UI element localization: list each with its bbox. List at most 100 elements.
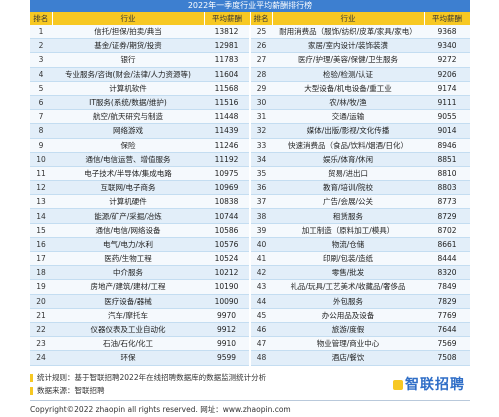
- salary-cell: 11568: [204, 81, 250, 96]
- industry-cell: 航空/航天研究与制造: [52, 109, 204, 125]
- logo-text: 智联招聘: [405, 377, 465, 393]
- industry-cell: 物业管理/商业中心: [272, 336, 424, 352]
- industry-cell: 广告/会展/公关: [272, 194, 424, 210]
- table-row: 5 计算机软件 11568 29 大型设备/机电设备/重工业 9174: [30, 81, 470, 96]
- industry-cell: 银行: [52, 52, 204, 68]
- salary-cell: 10975: [204, 166, 250, 182]
- table-row: 10 通信/电信运营、增值服务 11192 34 娱乐/体育/休闲 8851: [30, 152, 470, 167]
- industry-cell: 医药/生物工程: [52, 251, 204, 267]
- salary-cell: 8661: [424, 237, 470, 253]
- salary-cell: 9970: [204, 308, 250, 323]
- salary-cell: 9340: [424, 38, 470, 54]
- rank-cell: 40: [249, 237, 272, 253]
- salary-cell: 9599: [204, 350, 250, 366]
- industry-cell: 医疗/护理/美容/保健/卫生服务: [272, 52, 424, 68]
- rank-cell: 17: [30, 251, 52, 267]
- zhaopin-logo: 智联招聘: [393, 374, 465, 394]
- salary-cell: 8803: [424, 180, 470, 196]
- industry-cell: 房地产/建筑/建材/工程: [52, 279, 204, 295]
- table-row: 13 计算机硬件 10838 37 广告/会展/公关 8773: [30, 194, 470, 210]
- industry-cell: 旅游/度假: [272, 322, 424, 338]
- industry-cell: 外包服务: [272, 294, 424, 309]
- industry-cell: 计算机硬件: [52, 194, 204, 210]
- industry-cell: 检验/检测/认证: [272, 67, 424, 82]
- industry-cell: 农/林/牧/渔: [272, 95, 424, 111]
- salary-cell: 7829: [424, 294, 470, 309]
- copyright-text: Copyright©2022 zhaopin all rights reserv…: [30, 405, 291, 414]
- industry-cell: 环保: [52, 350, 204, 366]
- table-row: 21 汽车/摩托车 9970 45 办公用品及设备 7769: [30, 308, 470, 323]
- table-row: 1 信托/担保/拍卖/典当 13812 25 耐用消费品（服饰/纺织/皮革/家具/家电）…: [30, 25, 470, 40]
- salary-cell: 11439: [204, 123, 250, 139]
- industry-cell: 汽车/摩托车: [52, 308, 204, 323]
- table-row: 24 环保 9599 48 酒店/餐饮 7508: [30, 350, 470, 366]
- rank-cell: 39: [249, 223, 272, 238]
- logo-mark-icon: [393, 380, 403, 390]
- industry-cell: IT服务(系统/数据/维护): [52, 95, 204, 111]
- rank-cell: 28: [249, 67, 272, 82]
- salary-cell: 9014: [424, 123, 470, 139]
- data-source-note: 数据来源：智联招聘: [30, 385, 105, 396]
- salary-cell: 10190: [204, 279, 250, 295]
- table-row: 8 网络游戏 11439 32 媒体/出版/影视/文化传播 9014: [30, 123, 470, 139]
- industry-cell: 娱乐/体育/休闲: [272, 152, 424, 167]
- industry-cell: 信托/担保/拍卖/典当: [52, 25, 204, 40]
- footer-divider: [30, 400, 470, 401]
- rank-cell: 15: [30, 223, 52, 238]
- rank-cell: 3: [30, 52, 52, 68]
- header-industry-left: 行业: [52, 12, 205, 25]
- table-row: 9 保险 11246 33 快速消费品（食品/饮料/烟酒/日化） 8946: [30, 138, 470, 153]
- industry-cell: 互联网/电子商务: [52, 180, 204, 196]
- table-row: 4 专业服务/咨询(财会/法律/人力资源等) 11604 28 检验/检测/认证 9206: [30, 67, 470, 82]
- table-row: 20 医疗设备/器械 10090 44 外包服务 7829: [30, 294, 470, 309]
- rank-cell: 44: [249, 294, 272, 309]
- table-header-row: 排名 行业 平均薪酬 排名 行业 平均薪酬: [30, 12, 471, 25]
- rank-cell: 48: [249, 350, 272, 366]
- table-row: 15 通信/电信/网络设备 10586 39 加工制造（原料加工/模具） 8702: [30, 223, 470, 238]
- table-body: 1 信托/担保/拍卖/典当 13812 25 耐用消费品（服饰/纺织/皮革/家具/家电）…: [30, 25, 470, 366]
- industry-cell: 媒体/出版/影视/文化传播: [272, 123, 424, 139]
- rank-cell: 37: [249, 194, 272, 210]
- rank-cell: 16: [30, 237, 52, 253]
- rank-cell: 1: [30, 25, 52, 40]
- industry-cell: 保险: [52, 138, 204, 153]
- rank-cell: 14: [30, 208, 52, 224]
- salary-cell: 9174: [424, 81, 470, 96]
- table-row: 14 能源/矿产/采掘/冶炼 10744 38 租赁服务 8729: [30, 208, 470, 224]
- salary-ranking-table: 排名 行业 平均薪酬 排名 行业 平均薪酬 1 信托/担保/拍卖/典当 13812 2…: [30, 12, 471, 366]
- salary-cell: 8729: [424, 208, 470, 224]
- table-row: 22 仪器仪表及工业自动化 9912 46 旅游/度假 7644: [30, 322, 470, 338]
- industry-cell: 印刷/包装/造纸: [272, 251, 424, 267]
- salary-cell: 10212: [204, 265, 250, 281]
- rank-cell: 27: [249, 52, 272, 68]
- rank-cell: 23: [30, 336, 52, 352]
- note-bar-icon: [30, 374, 33, 382]
- rank-cell: 43: [249, 279, 272, 295]
- salary-cell: 9368: [424, 25, 470, 40]
- industry-cell: 网络游戏: [52, 123, 204, 139]
- salary-cell: 10524: [204, 251, 250, 267]
- table-row: 19 房地产/建筑/建材/工程 10190 43 礼品/玩具/工艺美术/收藏品/奢侈品 7…: [30, 279, 470, 295]
- stat-rule-text: 统计规则：基于智联招聘2022年在线招聘数据库的数据监测统计分析: [37, 373, 267, 382]
- rank-cell: 12: [30, 180, 52, 196]
- stat-rule-note: 统计规则：基于智联招聘2022年在线招聘数据库的数据监测统计分析: [30, 372, 266, 383]
- industry-cell: 物流/仓储: [272, 237, 424, 253]
- table-row: 18 中介服务 10212 42 零售/批发 8320: [30, 265, 470, 281]
- note-bar-icon: [30, 387, 33, 395]
- salary-cell: 13812: [204, 25, 250, 40]
- salary-cell: 7508: [424, 350, 470, 366]
- industry-cell: 基金/证券/期货/投资: [52, 38, 204, 54]
- rank-cell: 41: [249, 251, 272, 267]
- salary-cell: 10969: [204, 180, 250, 196]
- salary-cell: 10586: [204, 223, 250, 238]
- ranking-title: 2022年一季度行业平均薪酬排行榜: [30, 0, 470, 12]
- rank-cell: 18: [30, 265, 52, 281]
- industry-cell: 快速消费品（食品/饮料/烟酒/日化）: [272, 138, 424, 153]
- data-source-text: 数据来源：智联招聘: [37, 386, 105, 395]
- industry-cell: 电气/电力/水利: [52, 237, 204, 253]
- table-row: 16 电气/电力/水利 10576 40 物流/仓储 8661: [30, 237, 470, 253]
- industry-cell: 中介服务: [52, 265, 204, 281]
- industry-cell: 耐用消费品（服饰/纺织/皮革/家具/家电）: [272, 25, 424, 40]
- rank-cell: 35: [249, 166, 272, 182]
